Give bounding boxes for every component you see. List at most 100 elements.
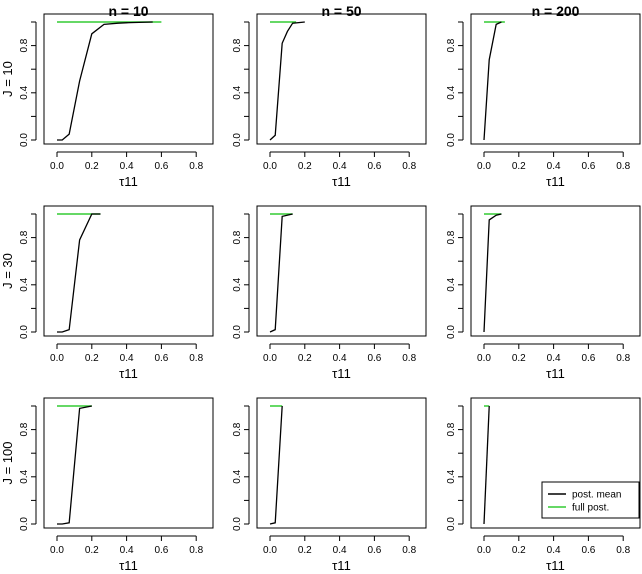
panel-1-0: 0.0 0.2 0.4 0.6 0.8 τ11 0.0 0.4 0.8 [19, 205, 214, 381]
panel-0-1: 0.0 0.2 0.4 0.6 0.8 τ11 0.0 0.4 0.8 [232, 13, 427, 189]
legend: post. mean full post. [541, 481, 640, 519]
post-mean-line [483, 213, 502, 333]
panel-2-0: 0.0 0.2 0.4 0.6 0.8 τ11 0.0 0.4 0.8 [19, 397, 214, 573]
x-tick-label: 0.2 [298, 353, 312, 364]
y-tick-label: 0.0 [446, 517, 457, 531]
panel-frame [470, 397, 641, 529]
x-tick-label: 0.4 [547, 545, 561, 556]
column-title: n = 10 [108, 3, 148, 19]
x-tick-label: 0.2 [512, 545, 526, 556]
x-tick-label: 0.6 [581, 545, 595, 556]
x-tick-label: 0.4 [333, 161, 347, 172]
x-tick-label: 0.4 [120, 545, 134, 556]
x-axis-title: τ11 [332, 558, 351, 573]
x-tick-label: 0.8 [189, 545, 203, 556]
y-tick-label: 0.0 [232, 325, 243, 339]
y-tick-label: 0.4 [446, 277, 457, 291]
panel-frame [256, 205, 427, 337]
y-tick-label: 0.0 [19, 133, 30, 147]
row-label: J = 10 [0, 61, 15, 97]
legend-label: full post. [572, 503, 609, 514]
y-tick-label: 0.8 [446, 38, 457, 52]
y-tick-label: 0.4 [232, 469, 243, 483]
y-tick-label: 0.0 [446, 325, 457, 339]
x-tick-label: 0.6 [367, 161, 381, 172]
x-tick-label: 0.0 [263, 353, 277, 364]
x-tick-label: 0.0 [477, 161, 491, 172]
panel-2-2: 0.0 0.2 0.4 0.6 0.8 τ11 0.0 0.4 0.8 [446, 397, 641, 573]
x-axis-title: τ11 [332, 366, 351, 381]
y-tick-label: 0.8 [446, 422, 457, 436]
x-tick-label: 0.8 [402, 545, 416, 556]
panel-0-2: 0.0 0.2 0.4 0.6 0.8 τ11 0.0 0.4 0.8 [446, 13, 641, 189]
panel-frame [43, 13, 214, 145]
x-tick-label: 0.2 [298, 545, 312, 556]
panel-frame [256, 13, 427, 145]
x-tick-label: 0.2 [85, 545, 99, 556]
y-tick-label: 0.4 [19, 277, 30, 291]
y-tick-label: 0.8 [19, 422, 30, 436]
panel-frame [470, 205, 641, 337]
x-tick-label: 0.0 [50, 545, 64, 556]
y-tick-label: 0.0 [19, 517, 30, 531]
panel-1-1: 0.0 0.2 0.4 0.6 0.8 τ11 0.0 0.4 0.8 [232, 205, 427, 381]
x-tick-label: 0.0 [477, 545, 491, 556]
post-mean-line [57, 213, 101, 333]
post-mean-line [269, 213, 293, 333]
x-tick-label: 0.8 [616, 353, 630, 364]
y-tick-label: 0.4 [232, 85, 243, 99]
y-tick-label: 0.4 [446, 85, 457, 99]
x-tick-label: 0.8 [616, 545, 630, 556]
panel-frame [470, 13, 641, 145]
x-tick-label: 0.6 [154, 353, 168, 364]
y-tick-label: 0.8 [232, 38, 243, 52]
post-mean-line [57, 405, 92, 525]
post-mean-line [483, 21, 502, 141]
x-tick-label: 0.4 [333, 545, 347, 556]
y-tick-label: 0.8 [232, 422, 243, 436]
x-tick-label: 0.6 [581, 161, 595, 172]
panel-frame [43, 397, 214, 529]
x-axis-title: τ11 [546, 366, 565, 381]
x-tick-label: 0.8 [402, 161, 416, 172]
legend-label: post. mean [572, 490, 621, 501]
x-tick-label: 0.0 [263, 161, 277, 172]
x-tick-label: 0.2 [512, 161, 526, 172]
panel-1-2: 0.0 0.2 0.4 0.6 0.8 τ11 0.0 0.4 0.8 [446, 205, 641, 381]
y-tick-label: 0.8 [19, 38, 30, 52]
row-label: J = 30 [0, 253, 15, 289]
x-tick-label: 0.6 [581, 353, 595, 364]
y-tick-label: 0.0 [446, 133, 457, 147]
y-tick-label: 0.4 [19, 469, 30, 483]
x-tick-label: 0.8 [616, 161, 630, 172]
x-tick-label: 0.0 [50, 161, 64, 172]
panel-0-0: 0.0 0.2 0.4 0.6 0.8 τ11 0.0 0.4 0.8 [19, 13, 214, 189]
x-tick-label: 0.6 [154, 161, 168, 172]
x-tick-label: 0.4 [333, 353, 347, 364]
x-tick-label: 0.6 [367, 353, 381, 364]
y-tick-label: 0.8 [19, 230, 30, 244]
y-tick-label: 0.4 [446, 469, 457, 483]
x-tick-label: 0.4 [547, 161, 561, 172]
x-tick-label: 0.8 [402, 353, 416, 364]
post-mean-line [269, 405, 283, 525]
legend-box [541, 481, 640, 519]
y-tick-label: 0.8 [232, 230, 243, 244]
x-axis-title: τ11 [119, 366, 138, 381]
y-tick-label: 0.8 [446, 230, 457, 244]
x-tick-label: 0.6 [154, 545, 168, 556]
x-tick-label: 0.0 [263, 545, 277, 556]
x-tick-label: 0.8 [189, 161, 203, 172]
post-mean-line [483, 405, 490, 525]
x-tick-label: 0.6 [367, 545, 381, 556]
y-tick-label: 0.4 [232, 277, 243, 291]
post-mean-line [269, 21, 305, 141]
x-tick-label: 0.0 [50, 353, 64, 364]
y-tick-label: 0.0 [232, 517, 243, 531]
x-tick-label: 0.2 [298, 161, 312, 172]
x-tick-label: 0.0 [477, 353, 491, 364]
column-title: n = 50 [321, 3, 361, 19]
x-axis-title: τ11 [119, 558, 138, 573]
y-tick-label: 0.0 [232, 133, 243, 147]
